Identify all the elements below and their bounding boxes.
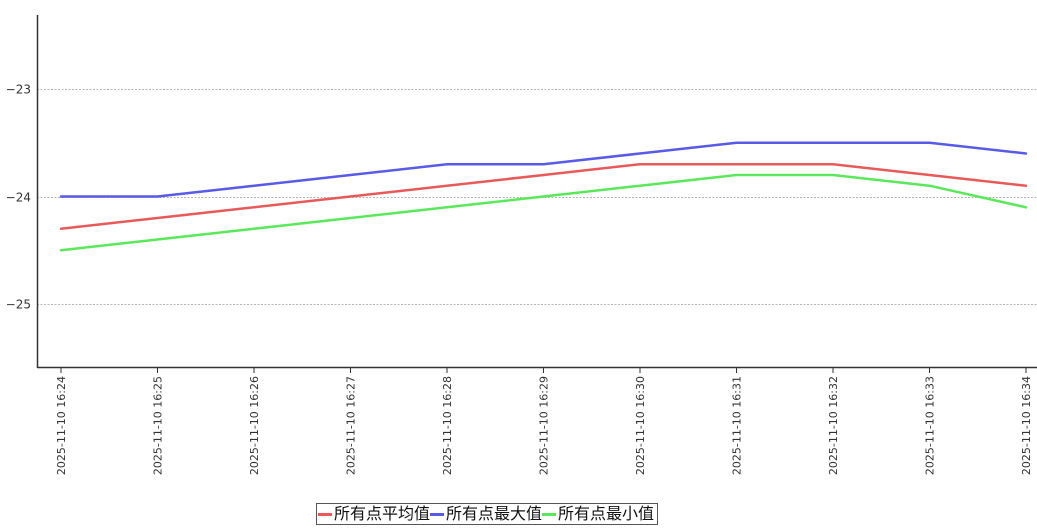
legend-swatch-min <box>542 512 557 516</box>
series-line-0 <box>59 162 1028 231</box>
x-tick-label: 2025-11-10 16:32 <box>827 376 840 475</box>
x-tick-label: 2025-11-10 16:24 <box>55 376 68 475</box>
series-lines <box>59 141 1028 252</box>
legend-label-average: 所有点平均值 <box>334 504 431 523</box>
x-tick-label: 2025-11-10 16:33 <box>924 376 937 475</box>
series-line-2 <box>59 173 1028 252</box>
x-tick-label: 2025-11-10 16:26 <box>248 376 261 475</box>
legend-label-max: 所有点最大值 <box>446 504 543 523</box>
y-tick-label: −23 <box>6 83 31 97</box>
legend-swatch-average <box>318 512 332 516</box>
x-tick-labels: 2025-11-10 16:24 2025-11-10 16:25 2025-11-… <box>55 368 1033 475</box>
legend-item-min: 所有点最小值 <box>542 504 654 524</box>
x-tick-label: 2025-11-10 16:28 <box>441 376 454 475</box>
x-tick-label: 2025-11-10 16:25 <box>152 376 165 475</box>
axes <box>36 15 1037 369</box>
legend: 所有点平均值 所有点最大值 所有点最小值 <box>316 503 659 525</box>
legend-label-min: 所有点最小值 <box>558 504 655 523</box>
y-tick-label: −24 <box>6 191 31 205</box>
x-tick-label: 2025-11-10 16:31 <box>731 376 744 475</box>
y-tick-label: −25 <box>6 298 31 312</box>
legend-swatch-max <box>430 512 445 516</box>
x-tick-label: 2025-11-10 16:30 <box>634 376 647 475</box>
grid-lines <box>37 89 1037 305</box>
x-tick-label: 2025-11-10 16:27 <box>345 376 358 475</box>
legend-item-max: 所有点最大值 <box>430 504 542 524</box>
legend-item-average: 所有点平均值 <box>318 504 430 524</box>
x-tick-label: 2025-11-10 16:29 <box>538 376 551 475</box>
y-tick-labels: −23 −24 −25 <box>6 83 31 312</box>
series-line-1 <box>59 141 1028 198</box>
x-tick-label: 2025-11-10 16:34 <box>1020 376 1033 475</box>
